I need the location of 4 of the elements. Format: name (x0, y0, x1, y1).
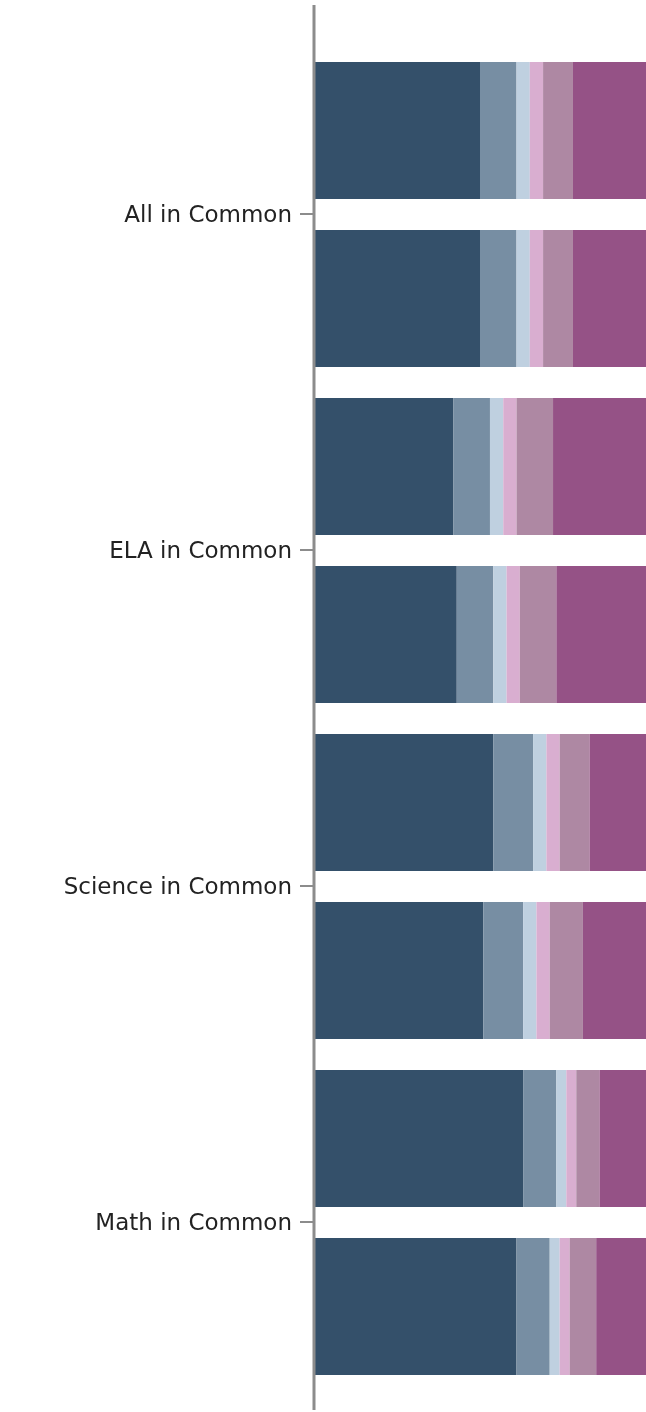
y-tick-label: Science in Common (63, 873, 292, 900)
y-tick-label: ELA in Common (109, 537, 292, 564)
y-tick-label: All in Common (124, 201, 292, 228)
y-tick-label: Math in Common (95, 1209, 292, 1236)
